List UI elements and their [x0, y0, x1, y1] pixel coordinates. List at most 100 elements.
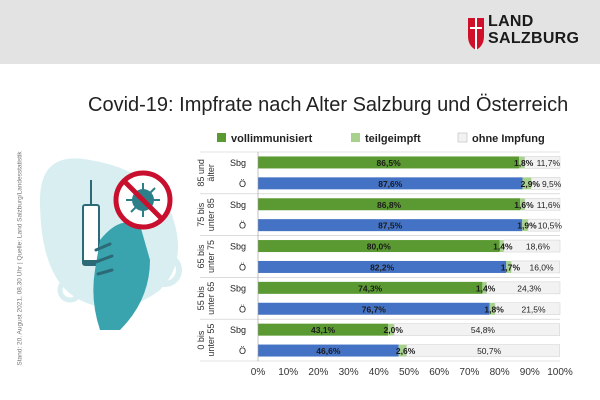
- data-label-teilgeimpft: 1,9%: [517, 221, 537, 231]
- bar-vollimmunisiert: [258, 344, 399, 357]
- x-tick-label: 60%: [429, 367, 449, 378]
- data-label-teilgeimpft: 1,7%: [501, 262, 521, 272]
- group-label: 55 bisunter 65: [196, 282, 216, 315]
- data-label-vollimmunisiert: 87,6%: [378, 179, 403, 189]
- data-label-ohne-impfung: 11,6%: [537, 200, 561, 210]
- legend-swatch: [351, 133, 360, 142]
- legend-label: ohne Impfung: [472, 133, 545, 145]
- group-label: 0 bisunter 55: [196, 324, 216, 357]
- x-tick-label: 40%: [369, 367, 389, 378]
- x-tick-label: 80%: [490, 367, 510, 378]
- region-label: Ö: [239, 221, 246, 231]
- bar-teilgeimpft: [398, 344, 407, 357]
- data-label-vollimmunisiert: 86,8%: [377, 200, 402, 210]
- data-label-teilgeimpft: 1,4%: [493, 242, 513, 252]
- data-label-ohne-impfung: 18,6%: [526, 242, 551, 252]
- land-salzburg-logo: [468, 18, 484, 50]
- region-label: Sbg: [230, 242, 246, 252]
- group-label: 75 bisunter 85: [196, 198, 216, 231]
- x-tick-label: 30%: [339, 367, 359, 378]
- data-label-ohne-impfung: 21,5%: [521, 304, 546, 314]
- bar-teilgeimpft: [489, 302, 496, 315]
- region-label: Sbg: [230, 158, 246, 168]
- data-label-ohne-impfung: 9,5%: [542, 179, 562, 189]
- data-label-teilgeimpft: 1,6%: [514, 200, 534, 210]
- bar-vollimmunisiert: [258, 281, 483, 294]
- data-label-teilgeimpft: 1,8%: [514, 158, 534, 168]
- bar-teilgeimpft: [522, 219, 528, 232]
- region-label: Ö: [239, 262, 246, 272]
- bar-ohne-impfung: [527, 218, 560, 232]
- bar-vollimmunisiert: [258, 240, 500, 253]
- bar-ohne-impfung: [511, 260, 560, 274]
- data-label-ohne-impfung: 24,3%: [517, 283, 542, 293]
- bar-vollimmunisiert: [258, 219, 523, 232]
- bar-vollimmunisiert: [258, 177, 523, 190]
- region-label: Ö: [239, 304, 246, 314]
- legend-label: vollimmunisiert: [231, 133, 313, 145]
- bar-teilgeimpft: [506, 260, 512, 273]
- bar-ohne-impfung: [524, 198, 561, 211]
- logo-line-2: SALZBURG: [488, 30, 580, 47]
- bar-ohne-impfung: [406, 344, 560, 357]
- data-label-ohne-impfung: 10,5%: [538, 221, 563, 231]
- legend-swatch: [457, 132, 468, 143]
- x-tick-label: 20%: [308, 367, 328, 378]
- region-label: Sbg: [230, 325, 246, 335]
- x-tick-label: 70%: [459, 367, 479, 378]
- x-tick-label: 100%: [547, 367, 573, 378]
- bar-ohne-impfung: [393, 323, 560, 336]
- bar-vollimmunisiert: [258, 156, 520, 169]
- bar-vollimmunisiert: [258, 260, 507, 273]
- bar-teilgeimpft: [522, 177, 532, 190]
- bar-ohne-impfung: [486, 281, 561, 295]
- data-label-ohne-impfung: 54,8%: [471, 325, 496, 335]
- region-label: Sbg: [230, 200, 246, 210]
- group-label: 65 bisunter 75: [196, 240, 216, 273]
- data-label-vollimmunisiert: 74,3%: [358, 283, 383, 293]
- data-label-vollimmunisiert: 87,5%: [378, 221, 403, 231]
- x-tick-label: 0%: [251, 367, 266, 378]
- coat-of-arms-icon: [468, 18, 484, 50]
- data-label-vollimmunisiert: 86,5%: [377, 158, 402, 168]
- bar-ohne-impfung: [531, 177, 561, 190]
- bar-teilgeimpft: [482, 281, 487, 294]
- data-label-vollimmunisiert: 80,0%: [367, 242, 392, 252]
- page-title: Covid-19: Impfrate nach Alter Salzburg u…: [88, 94, 569, 116]
- crossed-virus-icon: [113, 170, 173, 230]
- data-label-ohne-impfung: 50,7%: [477, 346, 502, 356]
- bar-vollimmunisiert: [258, 198, 521, 211]
- x-tick-label: 90%: [520, 367, 540, 378]
- data-label-teilgeimpft: 1,8%: [484, 304, 504, 314]
- bar-teilgeimpft: [519, 156, 525, 169]
- legend-swatch: [217, 133, 226, 142]
- bar-teilgeimpft: [388, 323, 395, 336]
- legend-label: teilgeimpft: [365, 133, 421, 145]
- data-label-teilgeimpft: 2,6%: [396, 346, 416, 356]
- bar-vollimmunisiert: [258, 323, 389, 336]
- group-label: 85 undälter: [196, 159, 216, 187]
- bar-vollimmunisiert: [258, 302, 490, 315]
- x-tick-label: 50%: [399, 367, 419, 378]
- bar-ohne-impfung: [503, 239, 561, 253]
- header-bar: [0, 0, 600, 64]
- region-label: Ö: [239, 346, 246, 356]
- logo-line-1: LAND: [488, 13, 534, 30]
- bar-teilgeimpft: [520, 198, 525, 211]
- data-label-vollimmunisiert: 43,1%: [311, 325, 336, 335]
- data-label-vollimmunisiert: 82,2%: [370, 262, 395, 272]
- region-label: Sbg: [230, 283, 246, 293]
- data-label-vollimmunisiert: 46,6%: [316, 346, 341, 356]
- data-label-teilgeimpft: 1,4%: [476, 283, 496, 293]
- data-label-teilgeimpft: 2,0%: [384, 325, 404, 335]
- bar-ohne-impfung: [494, 302, 561, 315]
- data-label-ohne-impfung: 11,7%: [537, 158, 561, 168]
- logo-wordmark: LAND SALZBURG: [488, 14, 579, 48]
- data-label-vollimmunisiert: 76,7%: [362, 304, 387, 314]
- region-label: Ö: [239, 179, 246, 189]
- data-label-ohne-impfung: 16,0%: [529, 262, 554, 272]
- bar-ohne-impfung: [524, 156, 561, 169]
- bar-teilgeimpft: [499, 240, 504, 253]
